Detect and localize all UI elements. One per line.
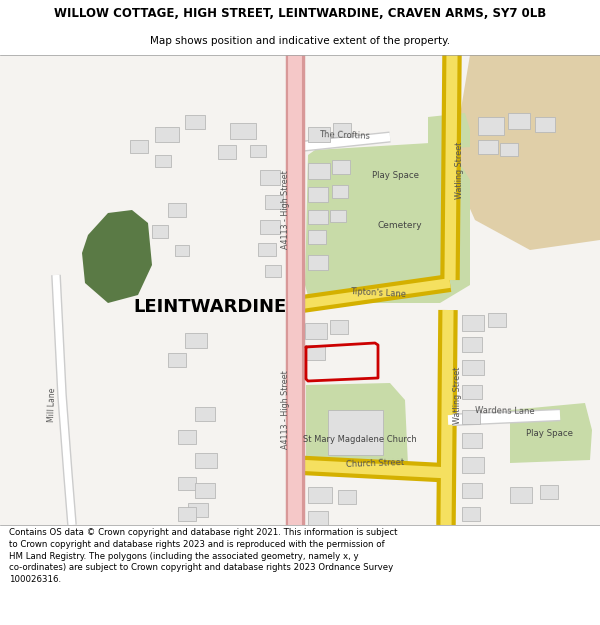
Bar <box>195 453 217 468</box>
Bar <box>478 140 498 154</box>
Text: Play Space: Play Space <box>527 429 574 438</box>
Text: Church Street: Church Street <box>346 458 404 469</box>
Bar <box>185 115 205 129</box>
Bar <box>308 163 330 179</box>
Bar <box>230 123 256 139</box>
Bar <box>332 185 348 198</box>
Bar <box>333 123 351 137</box>
Bar <box>152 225 168 238</box>
Bar <box>258 243 276 256</box>
Bar <box>178 477 196 490</box>
Text: A4113 - High Street: A4113 - High Street <box>281 371 290 449</box>
Bar <box>332 160 350 174</box>
Text: Cemetery: Cemetery <box>377 221 422 229</box>
Bar <box>195 407 215 421</box>
Bar <box>305 323 327 339</box>
Bar <box>250 145 266 157</box>
Bar <box>338 490 356 504</box>
Text: Watling Street: Watling Street <box>454 366 463 424</box>
Bar <box>462 337 482 352</box>
Text: Map shows position and indicative extent of the property.: Map shows position and indicative extent… <box>150 36 450 46</box>
Bar <box>330 210 346 222</box>
Bar <box>178 507 196 521</box>
Bar <box>260 220 280 234</box>
Polygon shape <box>428 113 470 150</box>
Bar <box>308 511 328 526</box>
Text: St Mary Magdalene Church: St Mary Magdalene Church <box>303 436 417 444</box>
Polygon shape <box>306 383 408 475</box>
Bar <box>265 195 283 209</box>
Polygon shape <box>305 143 470 303</box>
Bar <box>510 487 532 503</box>
Bar <box>260 170 280 185</box>
Bar <box>462 360 484 375</box>
Bar <box>308 255 328 270</box>
Text: Contains OS data © Crown copyright and database right 2021. This information is : Contains OS data © Crown copyright and d… <box>9 528 398 584</box>
Bar <box>185 333 207 348</box>
Bar <box>195 483 215 498</box>
Text: Tipton's Lane: Tipton's Lane <box>350 287 406 299</box>
Bar <box>155 155 171 167</box>
Bar <box>265 265 281 277</box>
Bar <box>478 117 504 135</box>
Bar <box>328 410 383 455</box>
Bar <box>168 353 186 367</box>
Bar <box>462 433 482 448</box>
Bar <box>308 487 332 503</box>
Bar <box>488 313 506 327</box>
Bar <box>308 187 328 202</box>
Bar <box>462 483 482 498</box>
Bar <box>178 430 196 444</box>
Bar <box>462 507 480 521</box>
Polygon shape <box>82 210 152 303</box>
Polygon shape <box>455 55 600 250</box>
Text: Mill Lane: Mill Lane <box>47 388 57 422</box>
Bar <box>462 385 482 399</box>
Polygon shape <box>510 403 592 463</box>
Bar <box>508 113 530 129</box>
Bar <box>308 230 326 244</box>
Text: Watling Street: Watling Street <box>455 141 464 199</box>
Bar <box>155 127 179 142</box>
Bar <box>305 345 325 360</box>
Bar <box>188 503 208 517</box>
Text: Play Space: Play Space <box>371 171 419 179</box>
Bar <box>130 140 148 153</box>
Bar <box>500 143 518 156</box>
Text: WILLOW COTTAGE, HIGH STREET, LEINTWARDINE, CRAVEN ARMS, SY7 0LB: WILLOW COTTAGE, HIGH STREET, LEINTWARDIN… <box>54 8 546 20</box>
Text: LEINTWARDINE: LEINTWARDINE <box>133 298 287 316</box>
Bar <box>308 127 330 142</box>
Bar <box>218 145 236 159</box>
Bar <box>308 210 328 224</box>
Bar <box>462 457 484 473</box>
Text: A4113 - High Street: A4113 - High Street <box>281 171 290 249</box>
Bar <box>168 203 186 217</box>
Bar <box>540 485 558 499</box>
Bar <box>462 315 484 331</box>
Bar <box>175 245 189 256</box>
Bar <box>462 410 480 424</box>
Text: Wardens Lane: Wardens Lane <box>475 406 535 416</box>
Bar <box>330 320 348 334</box>
Text: The Croftins: The Croftins <box>319 129 371 141</box>
Bar <box>535 117 555 132</box>
